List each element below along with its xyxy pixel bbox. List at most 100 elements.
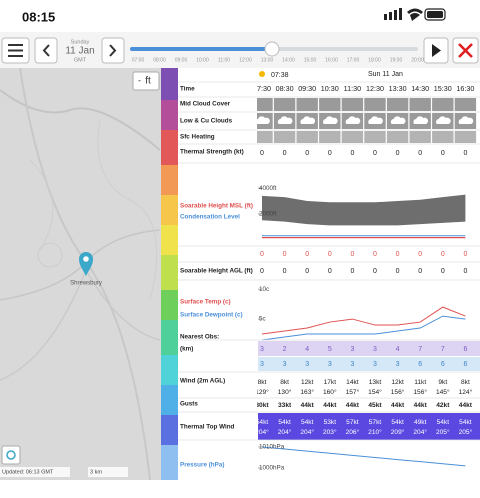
map-unit-button[interactable] — [132, 71, 160, 91]
cloud-icon — [345, 116, 361, 124]
wind-dir-cell: 157° — [346, 388, 360, 396]
sfc-heating-cell — [386, 131, 409, 143]
height-row-cell: 0 — [350, 251, 354, 258]
wind-speed-cell: 8kt — [461, 379, 470, 386]
wind-speed-cell: 12kt — [391, 379, 404, 386]
time-cell: 07:30 — [253, 84, 271, 93]
soarable-agl-cell: 0 — [283, 268, 287, 275]
timeline-label: 12:00 — [239, 57, 252, 63]
wind-dir-cell: 145° — [436, 388, 450, 396]
top-wind-speed-cell: 53kt — [324, 419, 337, 426]
row-label: Thermal Strength (kt) — [180, 149, 244, 156]
cloud-icon — [257, 116, 270, 124]
row-label: Time — [180, 86, 195, 93]
obs-temp-cell: 4 — [305, 346, 309, 353]
pressure-axis-tick-label: 1000hPa — [259, 465, 285, 472]
soarable-agl-cell: 0 — [260, 268, 264, 275]
gust-cell: 45kt — [368, 402, 382, 409]
sfc-heating-cell — [454, 131, 477, 143]
top-wind-dir-cell: 206° — [346, 428, 360, 436]
menu-button[interactable] — [1, 37, 30, 64]
sfc-heating-cell — [432, 131, 454, 143]
map-unit: ft — [145, 76, 151, 87]
cloud-icon — [413, 116, 429, 124]
toolbar-zone: GMT — [74, 57, 87, 63]
thermal-strength-cell: 0 — [305, 150, 309, 157]
thermal-strength-cell: 0 — [260, 150, 264, 157]
top-wind-speed-cell: 49kt — [414, 419, 427, 426]
time-cell: 08:30 — [276, 84, 294, 93]
height-row-cell: 0 — [328, 251, 332, 258]
soarable-agl-cell: 0 — [350, 268, 354, 275]
cloud-icon — [323, 116, 338, 124]
gust-cell: 44kt — [459, 402, 473, 409]
top-wind-dir-cell: 210° — [368, 428, 382, 436]
top-wind-speed-cell: 54kt — [391, 419, 404, 426]
next-day-button[interactable] — [101, 37, 125, 64]
pressure-axis-tick-label: 1010hPa — [259, 444, 285, 451]
timeline-label: 20:00 — [411, 57, 424, 63]
mid-cloud-cell — [319, 98, 341, 111]
status-bar — [0, 0, 480, 32]
mid-cloud-cell — [341, 98, 364, 111]
time-cell: 10:30 — [321, 84, 339, 93]
play-button[interactable] — [423, 37, 449, 64]
locate-button[interactable] — [1, 445, 21, 465]
prev-day-button[interactable] — [34, 37, 58, 64]
gust-cell: 44kt — [414, 402, 428, 409]
soarable-agl-cell: 0 — [463, 268, 467, 275]
obs-dew-cell: 3 — [328, 361, 332, 368]
top-wind-dir-cell: 204° — [300, 428, 314, 436]
wind-speed-cell: 17kt — [324, 379, 337, 386]
timeline-label: 18:00 — [368, 57, 381, 63]
soarable-agl-cell: 0 — [441, 268, 445, 275]
sfc-heating-cell — [409, 131, 431, 143]
cloud-icon — [277, 116, 293, 124]
gust-cell: 44kt — [391, 402, 405, 409]
top-wind-dir-cell: 205° — [436, 428, 450, 436]
wind-dir-cell: 124° — [459, 388, 473, 396]
row-label: Nearest Obs: — [180, 334, 219, 341]
top-wind-speed-cell: 54kt — [437, 419, 450, 426]
top-wind-speed-cell: 54kt — [278, 419, 291, 426]
mid-cloud-cell — [364, 98, 386, 111]
sfc-heating-cell — [257, 131, 273, 143]
obs-temp-cell: 3 — [350, 346, 354, 353]
wind-speed-cell: 11kt — [414, 379, 426, 386]
row-label: Sfc Heating — [180, 134, 215, 141]
time-cell: 12:30 — [366, 84, 384, 93]
row-label: Soarable Height MSL (ft) — [180, 203, 253, 210]
cloud-icon — [368, 116, 383, 124]
soarable-agl-cell: 0 — [305, 268, 309, 275]
mid-cloud-cell — [409, 98, 431, 111]
time-cell: 14:30 — [411, 84, 429, 93]
temp-axis-tick-label: 10c — [259, 286, 269, 293]
obs-dew-cell: 6 — [418, 361, 422, 368]
wind-dir-cell: 160° — [323, 388, 337, 396]
height-row-cell: 0 — [441, 251, 445, 258]
close-button[interactable] — [452, 37, 479, 64]
height-axis-tick-label: 4000ft — [259, 185, 277, 192]
map-scale-box — [88, 467, 128, 477]
sfc-heating-cell — [341, 131, 364, 143]
label-column — [178, 68, 258, 480]
row-label: Thermal Top Wind — [180, 424, 235, 431]
map-pin[interactable] — [79, 252, 93, 276]
time-slider[interactable] — [130, 41, 418, 57]
row-label: Wind (2m AGL) — [180, 378, 225, 385]
mid-cloud-cell — [257, 98, 273, 111]
thermal-strength-cell: 0 — [396, 150, 400, 157]
timeline-label: 15:00 — [304, 57, 317, 63]
thermal-strength-cell: 0 — [418, 150, 422, 157]
obs-temp-cell: 6 — [463, 346, 467, 353]
soarable-agl-cell: 0 — [328, 268, 332, 275]
wind-speed-cell: 9kt — [438, 379, 447, 386]
cloud-icon — [300, 116, 316, 124]
sunrise-icon — [259, 71, 265, 77]
map[interactable] — [0, 68, 161, 480]
row-label: Pressure (hPa) — [180, 462, 224, 469]
row-label: Gusts — [180, 401, 198, 408]
obs-dew-cell: 6 — [441, 361, 445, 368]
row-label: Soarable Height AGL (ft) — [180, 268, 253, 275]
row-label: Condensation Level — [180, 214, 240, 221]
